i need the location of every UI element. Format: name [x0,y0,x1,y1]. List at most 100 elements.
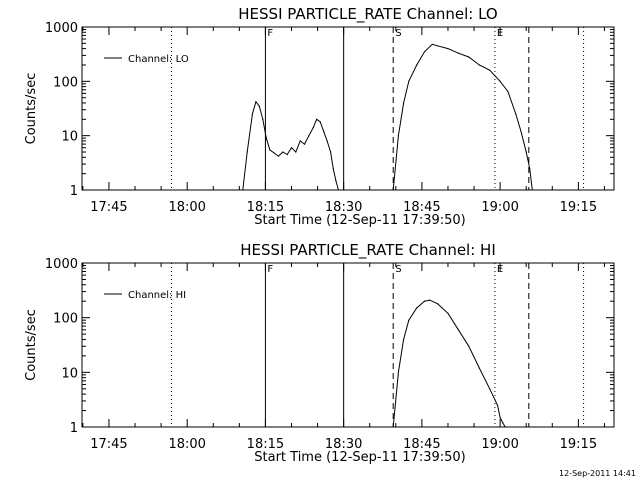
x-tick-label: 18:00 [168,437,205,452]
y-tick-label: 1000 [45,257,78,272]
y-tick-label: 1 [70,421,78,436]
x-axis-label: Start Time (12-Sep-11 17:39:50) [254,450,465,465]
x-tick-label: 19:00 [481,437,518,452]
data-point [416,64,418,66]
x-tick-label: 18:45 [403,437,440,452]
data-point [282,151,284,153]
data-point [499,416,501,418]
data-point [286,153,288,156]
data-point [507,90,509,93]
data-point [529,167,531,169]
data-point [478,367,480,369]
chart-title: HESSI PARTICLE_RATE Channel: HI [240,241,496,260]
data-point [262,118,264,120]
event-marker-label: S [395,28,401,39]
data-point [436,45,439,47]
data-point [423,51,426,53]
data-point [246,151,248,153]
data-point [408,319,410,321]
legend-label: Channel: LO [128,54,189,65]
x-tick-label: 19:15 [560,200,597,215]
data-point [447,48,449,50]
data-point [478,64,480,66]
data-point [337,189,339,190]
y-tick-label: 1000 [45,21,78,36]
data-point [330,151,332,153]
data-point [295,151,297,153]
y-tick-label: 100 [53,312,78,327]
x-tick-label: 18:15 [247,437,284,452]
y-tick-label: 10 [61,366,78,381]
data-point [326,140,328,142]
x-tick-label: 18:15 [247,200,284,215]
y-tick-label: 100 [53,75,78,90]
data-point [468,56,470,58]
data-point [502,422,504,424]
data-point [303,143,306,145]
series-line [392,299,506,427]
x-tick-label: 18:00 [168,200,205,215]
x-tick-label: 19:15 [560,437,597,452]
data-point [265,137,267,139]
y-axis-label: Counts/sec [24,73,39,145]
data-point [499,80,501,82]
y-tick-label: 1 [70,184,78,199]
event-marker-label: F [267,264,273,275]
data-point [258,105,260,107]
data-point [392,189,394,190]
data-point [403,338,405,340]
data-point [496,404,499,406]
data-point [308,135,310,137]
data-point [457,52,459,54]
y-axis-label: Counts/sec [24,309,39,381]
data-point [429,299,431,301]
x-tick-label: 17:45 [90,437,127,452]
timestamp: 12-Sep-2011 14:41 [559,469,636,478]
x-tick-label: 17:45 [90,200,127,215]
plot-frame [81,262,615,428]
data-point [277,155,280,157]
data-point [332,167,334,169]
data-point [489,388,491,390]
series-line [242,43,533,190]
legend-label: Channel: HI [128,290,186,301]
x-tick-label: 18:45 [403,200,440,215]
data-point [269,149,271,151]
data-point [531,189,533,190]
data-point [489,69,491,71]
data-point [520,130,522,132]
x-axis-label: Start Time (12-Sep-11 17:39:50) [254,213,465,228]
data-point [290,147,293,149]
data-point [525,151,527,153]
data-point [397,135,399,137]
data-point [392,426,394,427]
data-point [457,329,459,331]
data-point [316,118,318,120]
event-marker-label: E [497,264,503,275]
data-point [403,102,405,104]
data-point [319,121,321,123]
event-marker-label: S [395,264,401,275]
data-point [299,140,301,142]
data-point [335,179,337,181]
y-tick-label: 10 [61,130,78,145]
data-point [431,43,433,45]
data-point [242,189,244,190]
event-marker-label: F [267,28,273,39]
panel-lo: HESSI PARTICLE_RATE Channel: LO 1 10 100 100… [24,5,615,228]
data-point [323,130,325,132]
data-point [408,80,410,82]
data-point [251,113,253,115]
data-point [515,113,517,115]
chart-title: HESSI PARTICLE_RATE Channel: LO [238,5,497,24]
data-point [312,127,314,129]
x-tick-label: 19:00 [481,200,518,215]
data-point [273,152,275,154]
plot-frame [81,26,615,191]
data-point [447,312,449,314]
panel-hi: HESSI PARTICLE_RATE Channel: HI 1 10 100 100… [24,241,615,465]
data-point [255,101,257,103]
data-point [504,426,506,427]
x-tick-label: 18:30 [325,437,362,452]
